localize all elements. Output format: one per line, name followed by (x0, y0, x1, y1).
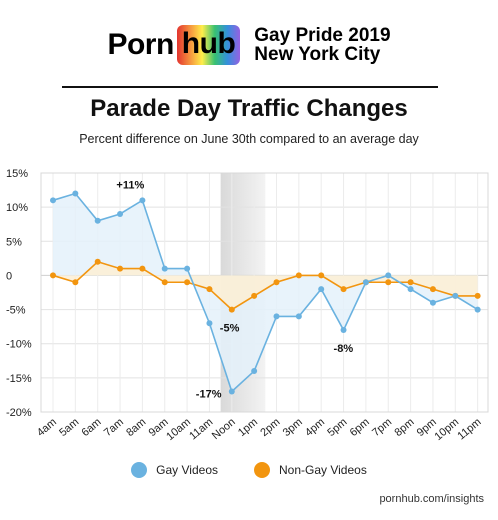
nongay-point (72, 279, 79, 286)
nongay-point (318, 272, 325, 279)
legend-item-nongay: Non-Gay Videos (254, 462, 367, 478)
nongay-point (206, 286, 213, 293)
gay-point (117, 210, 124, 217)
nongay-point (94, 258, 101, 265)
legend-label-gay: Gay Videos (156, 463, 218, 477)
nongay-point (117, 265, 124, 272)
x-tick-label: 3pm (281, 416, 305, 439)
nongay-point (295, 272, 302, 279)
gay-point (452, 292, 459, 299)
gay-point (72, 190, 79, 197)
traffic-line-chart: 15% 10% 5% 0 -5% -10% -15% -20% +11% -17% -5% -8% 4a… (6, 168, 489, 443)
x-tick-label: 5am (57, 416, 81, 439)
data-annotation: -8% (334, 343, 354, 355)
chart-legend: Gay Videos Non-Gay Videos (0, 462, 498, 478)
nongay-point (184, 279, 191, 286)
nongay-point (273, 279, 280, 286)
gay-point (273, 313, 280, 320)
x-tick-label: 10am (164, 416, 193, 443)
nongay-point (385, 279, 392, 286)
x-tick-label: 2pm (258, 416, 282, 439)
event-name: Gay Pride 2019 New York City (254, 26, 390, 64)
gay-point (184, 265, 191, 272)
logo-text-hub: hub (176, 25, 241, 65)
header-divider (62, 86, 438, 88)
gay-point (161, 265, 168, 272)
gay-point (228, 388, 235, 395)
gay-point (139, 197, 146, 204)
y-tick-label: -15% (6, 373, 32, 385)
y-tick-label: 10% (6, 202, 28, 214)
gay-point (429, 299, 436, 306)
x-tick-label: 7pm (370, 416, 394, 439)
x-tick-label: 1pm (236, 416, 260, 439)
x-tick-label: 5pm (325, 416, 349, 439)
nongay-point (474, 292, 481, 299)
chart-title: Parade Day Traffic Changes (90, 95, 408, 122)
data-annotation: -5% (220, 323, 240, 335)
y-tick-label: -10% (6, 339, 32, 351)
event-line-1: Gay Pride 2019 (254, 25, 391, 46)
gay-area (53, 193, 478, 392)
x-tick-label: 6am (80, 416, 104, 439)
legend-item-gay: Gay Videos (131, 462, 218, 478)
y-tick-label: 0 (6, 270, 12, 282)
nongay-area (53, 261, 478, 310)
x-tick-label: 8pm (392, 416, 416, 439)
x-tick-label: 6pm (348, 416, 372, 439)
gay-point (94, 217, 101, 224)
x-tick-label: 4am (35, 416, 59, 439)
nongay-point (228, 306, 235, 313)
gay-point (385, 272, 392, 279)
brand-header: Porn hub Gay Pride 2019 New York City (0, 22, 498, 68)
x-tick-label: 11pm (455, 416, 483, 442)
y-tick-label: 15% (6, 168, 28, 180)
logo-text-porn: Porn (107, 28, 174, 61)
y-tick-label: -5% (6, 305, 26, 317)
gay-point (362, 279, 369, 286)
y-tick-label: 5% (6, 236, 22, 248)
x-tick-label: 7am (102, 416, 126, 439)
x-tick-label: Noon (210, 416, 238, 442)
gay-point (318, 286, 325, 293)
nongay-point (161, 279, 168, 286)
plot-frame (40, 172, 489, 413)
event-line-2: New York City (254, 44, 381, 65)
nongay-point (50, 272, 56, 279)
nongay-point (340, 286, 347, 293)
chart-subtitle: Percent difference on June 30th compared… (79, 132, 419, 146)
source-credit: pornhub.com/insights (379, 493, 484, 505)
gay-point (206, 320, 213, 327)
legend-label-nongay: Non-Gay Videos (279, 463, 367, 477)
nongay-point (429, 286, 436, 293)
gay-point (251, 368, 258, 375)
nongay-point (251, 292, 258, 299)
data-annotation: +11% (116, 179, 144, 191)
gay-point (50, 197, 56, 204)
gay-line (52, 192, 479, 393)
y-tick-label: -20% (6, 407, 32, 419)
pornhub-logo: Porn hub (107, 25, 241, 65)
gay-point (474, 306, 481, 313)
gay-point (295, 313, 302, 320)
gay-point (407, 286, 414, 293)
nongay-line (52, 260, 478, 311)
legend-swatch-nongay (254, 462, 270, 478)
x-tick-label: 10pm (432, 416, 461, 443)
x-tick-label: 8am (124, 416, 148, 439)
gay-point (340, 327, 347, 334)
x-tick-label: 4pm (303, 416, 327, 439)
nongay-point (407, 279, 414, 286)
x-tick-label: 11am (187, 416, 215, 442)
data-annotation: -17% (196, 389, 222, 401)
legend-swatch-gay (131, 462, 148, 478)
nongay-point (139, 265, 146, 272)
